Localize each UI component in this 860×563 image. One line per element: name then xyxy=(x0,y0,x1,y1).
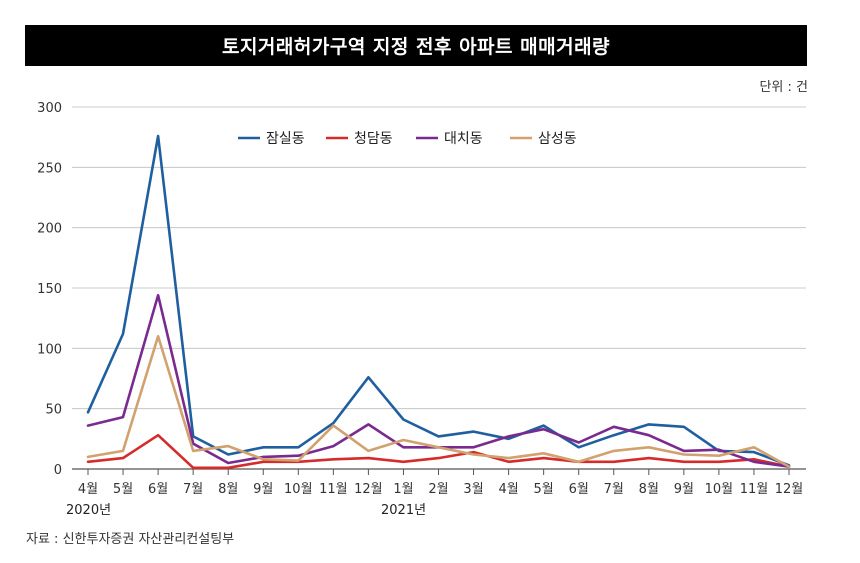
series-line-청담동 xyxy=(86,433,791,470)
legend: 잠실동 청담동 대치동 삼성동 xyxy=(238,131,577,147)
y-tick-label: 300 xyxy=(37,101,62,116)
x-tick-label: 4월 xyxy=(78,482,98,497)
x-tick-label: 8월 xyxy=(639,482,659,497)
x-tick-label: 12월 xyxy=(354,482,383,497)
series-line-잠실동 xyxy=(86,134,791,467)
source-note: 자료 : 신한투자증권 자산관리컨설팅부 xyxy=(26,532,235,547)
year-label-2020: 2020년 xyxy=(66,503,112,518)
x-tick-label: 9월 xyxy=(253,482,273,497)
y-tick-label: 250 xyxy=(37,161,62,176)
legend-label: 청담동 xyxy=(354,131,393,147)
chart-title: 토지거래허가구역 지정 전후 아파트 매매거래량 xyxy=(221,36,611,58)
x-tick-label: 8월 xyxy=(218,482,238,497)
x-tick-label: 11월 xyxy=(319,482,348,497)
x-tick-label: 7월 xyxy=(183,482,203,497)
x-tick-label: 6월 xyxy=(569,482,589,497)
x-tick-label: 2월 xyxy=(428,482,448,497)
x-tick-label: 10월 xyxy=(284,482,313,497)
unit-label: 단위 : 건 xyxy=(759,80,808,95)
y-tick-label: 0 xyxy=(54,463,62,478)
y-axis-ticks: 0 50 100 150 200 250 300 xyxy=(37,101,62,478)
x-tick-label: 5월 xyxy=(534,482,554,497)
legend-label: 잠실동 xyxy=(266,131,305,147)
x-tick-label: 5월 xyxy=(113,482,133,497)
y-tick-label: 150 xyxy=(37,282,62,297)
year-label-2021: 2021년 xyxy=(381,503,427,518)
x-tick-label: 1월 xyxy=(393,482,413,497)
x-tick-label: 3월 xyxy=(463,482,483,497)
x-tick-label: 10월 xyxy=(705,482,734,497)
y-tick-label: 50 xyxy=(45,403,62,418)
x-tick-label: 4월 xyxy=(498,482,518,497)
title-bar: 토지거래허가구역 지정 전후 아파트 매매거래량 xyxy=(25,25,807,66)
y-tick-label: 100 xyxy=(37,342,62,357)
series-lines xyxy=(86,134,791,470)
x-tick-label: 12월 xyxy=(775,482,804,497)
y-tick-label: 200 xyxy=(37,222,62,237)
series-line-삼성동 xyxy=(86,334,791,468)
legend-label: 삼성동 xyxy=(538,131,577,147)
x-tick-label: 6월 xyxy=(148,482,168,497)
legend-label: 대치동 xyxy=(444,131,483,147)
x-tick-label: 7월 xyxy=(604,482,624,497)
x-tick-label: 11월 xyxy=(740,482,769,497)
x-axis-ticks: 4월 5월 6월 7월 8월 9월 10월 11월 12월 1월 2월 3월 4월 5월 6월 7월 8월 9월 1… xyxy=(78,469,803,497)
series-line-대치동 xyxy=(86,293,791,468)
x-tick-label: 9월 xyxy=(674,482,694,497)
